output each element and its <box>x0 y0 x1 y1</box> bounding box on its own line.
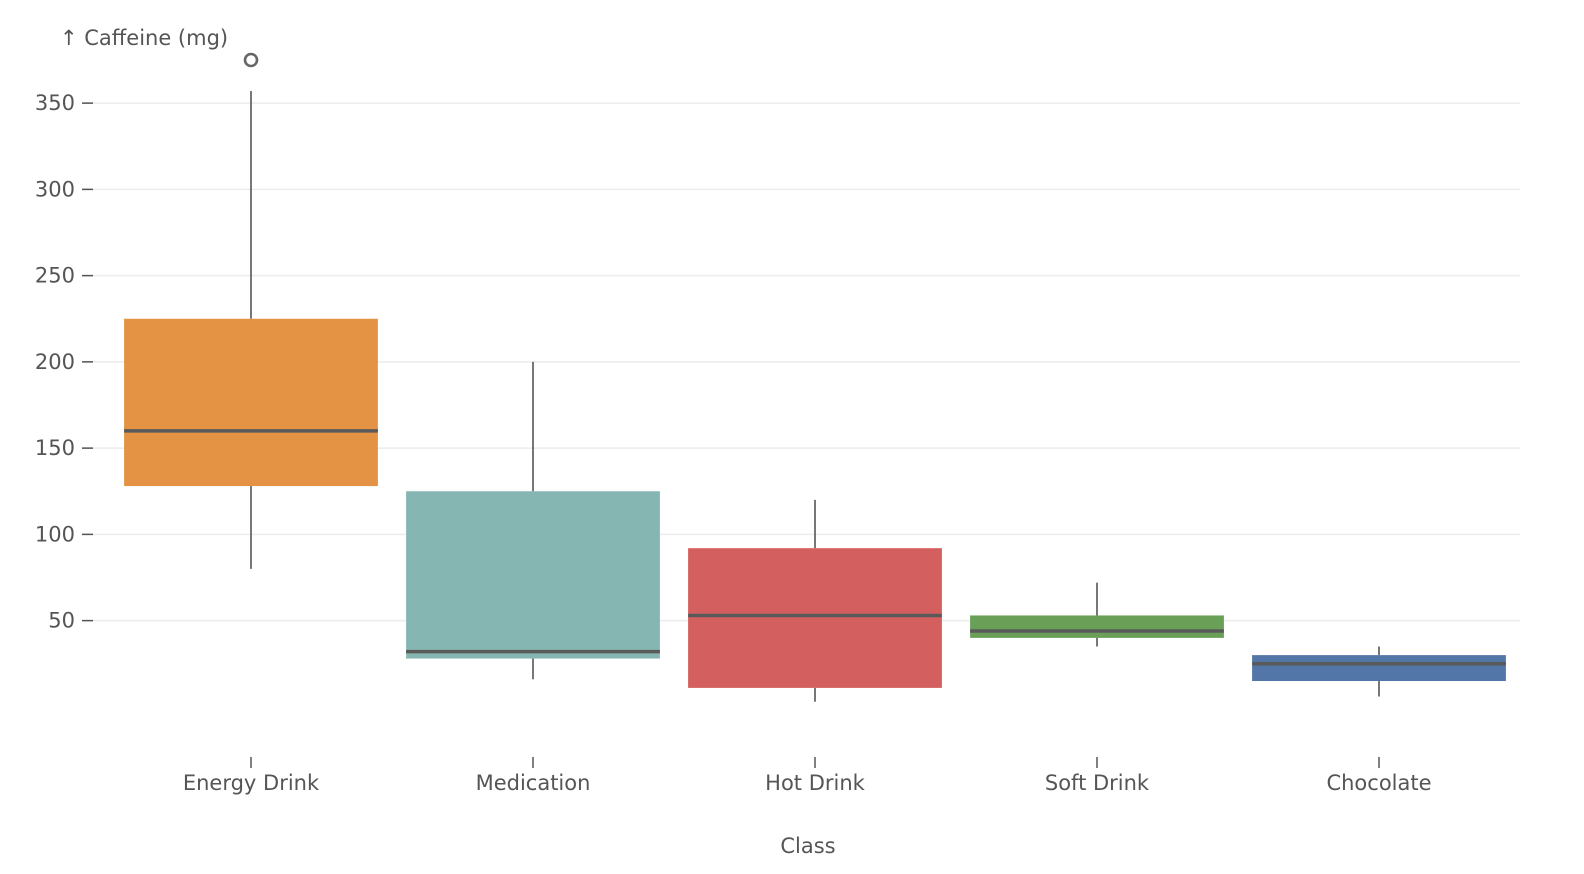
box-iqr <box>970 615 1224 638</box>
boxes <box>124 52 1506 702</box>
x-tick-label: Hot Drink <box>765 771 865 795</box>
y-axis-title: ↑ Caffeine (mg) <box>60 26 228 50</box>
y-tick-label: 100 <box>35 522 75 546</box>
box-iqr <box>1252 655 1506 681</box>
box-energy-drink <box>124 52 378 569</box>
y-tick-label: 150 <box>35 436 75 460</box>
box-chocolate <box>1252 646 1506 697</box>
box-medication <box>406 361 660 680</box>
y-tick-label: 200 <box>35 350 75 374</box>
y-tick-label: 350 <box>35 91 75 115</box>
y-tick-label: 250 <box>35 264 75 288</box>
x-tick-label: Chocolate <box>1326 771 1431 795</box>
x-tick-label: Energy Drink <box>183 771 320 795</box>
box-iqr <box>688 548 942 688</box>
x-tick-label: Soft Drink <box>1045 771 1150 795</box>
box-soft-drink <box>970 582 1224 647</box>
outlier-point <box>243 52 259 68</box>
x-tick-label: Medication <box>476 771 591 795</box>
x-axis: Energy Drink Medication Hot Drink Soft Drin… <box>183 757 1432 795</box>
y-axis: 50 100 150 200 250 300 350 <box>35 91 93 633</box>
box-hot-drink <box>688 499 942 702</box>
x-axis-title: Class <box>780 834 835 858</box>
y-tick-label: 50 <box>48 609 75 633</box>
box-iqr <box>124 318 378 487</box>
y-tick-label: 300 <box>35 177 75 201</box>
box-iqr <box>406 491 660 659</box>
